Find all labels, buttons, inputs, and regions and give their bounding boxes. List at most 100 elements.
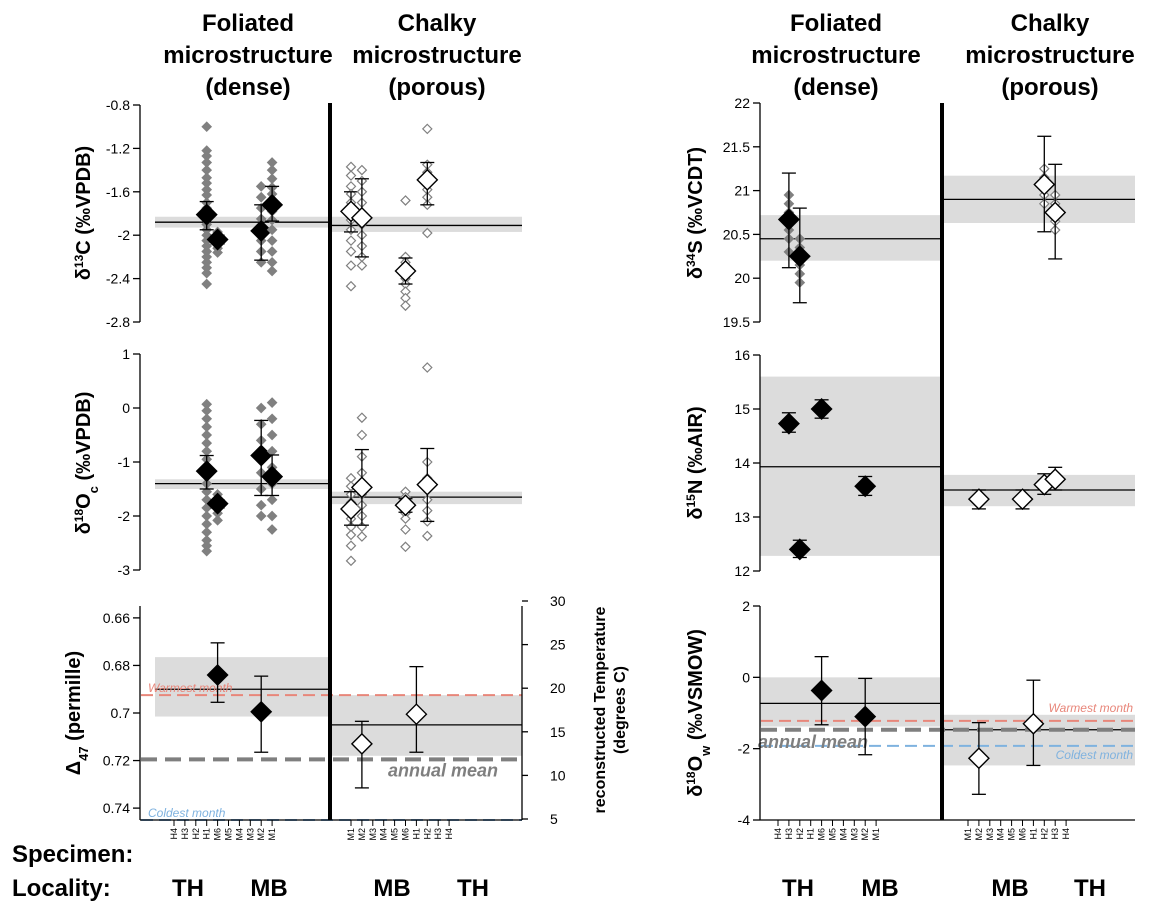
mean-marker [416, 168, 439, 191]
panel-d18Ow: Warmest month Coldest month annual mean 2 0 -… [684, 598, 1135, 841]
mean-marker [777, 412, 800, 435]
y-axis-label: δ13C (‰VPDB) [72, 146, 95, 280]
y-axis-label: δ34S (‰VCDT) [684, 147, 707, 279]
sample-point [266, 524, 278, 535]
specimen-label: H4 [444, 828, 454, 840]
locality-label: TH [1074, 875, 1106, 902]
mean-marker [788, 538, 811, 561]
mean-marker [405, 703, 428, 726]
header-line: microstructure [352, 42, 521, 69]
right-tick-label: 20 [550, 680, 566, 696]
y-tick-label: 20 [734, 270, 750, 286]
y-tick-label: 0 [742, 669, 750, 685]
sample-point [266, 413, 278, 425]
panel-D47: Warmest month Coldest month annual mean 0.6… [63, 593, 629, 841]
sample-point [356, 260, 368, 271]
locality-label: MB [250, 875, 287, 902]
mean-marker [1011, 488, 1034, 511]
mean-marker [350, 206, 373, 229]
header-line: microstructure [965, 42, 1134, 69]
specimen-label: H3 [433, 828, 443, 840]
y-tick-label: -2 [118, 508, 131, 524]
mean-marker [1044, 201, 1067, 224]
sample-point [255, 499, 267, 511]
y-tick-label: -2.8 [106, 314, 130, 330]
sample-point [201, 278, 213, 290]
header-line: microstructure [163, 42, 332, 69]
coldest-month-label: Coldest month [1056, 748, 1134, 762]
specimen-label: H2 [422, 828, 432, 840]
mean-marker [261, 465, 284, 488]
specimen-label: H2 [191, 828, 201, 840]
header-line: microstructure [751, 42, 920, 69]
panel-d15N: 16 15 14 13 12 δ15N (‰AIR) [684, 347, 1135, 579]
annual-mean-label: annual mean [388, 760, 498, 780]
y-tick-label: 19.5 [723, 314, 750, 330]
mean-marker [777, 208, 800, 231]
specimen-label: M1 [963, 828, 973, 841]
mean-marker [206, 228, 229, 251]
sample-point [345, 260, 357, 271]
sample-point [356, 164, 368, 176]
sample-point [212, 247, 223, 258]
specimen-label: M3 [849, 828, 859, 841]
y-tick-label: 16 [734, 347, 750, 363]
sample-point [266, 494, 278, 506]
specimen-label: H3 [784, 828, 794, 840]
locality-label: TH [172, 875, 204, 902]
sample-point [201, 545, 213, 557]
sample-point [421, 530, 433, 542]
sample-point [255, 191, 267, 203]
specimen-label: M4 [996, 828, 1006, 841]
sample-point [345, 280, 357, 292]
sample-point [400, 513, 411, 525]
sample-point [400, 195, 411, 206]
specimen-label: H1 [806, 828, 816, 840]
header-line: Foliated [202, 10, 294, 37]
right-tick-label: 15 [550, 724, 566, 740]
mean-marker [206, 492, 229, 515]
specimen-label: H3 [1050, 828, 1060, 840]
specimen-label: H4 [169, 828, 179, 840]
header-line: Foliated [790, 10, 882, 37]
specimen-label: M2 [256, 828, 266, 841]
mean-marker [1022, 712, 1045, 735]
specimen-label: M2 [357, 828, 367, 841]
uncertainty-band [155, 657, 330, 717]
y-tick-label: 20.5 [723, 226, 750, 242]
sample-point [356, 412, 368, 424]
y-tick-label: 21 [734, 183, 750, 199]
sample-point [255, 510, 267, 522]
y-tick-label: 0.68 [103, 657, 130, 673]
sample-point [266, 235, 278, 246]
sample-point [345, 529, 357, 541]
sample-point [255, 402, 267, 414]
column-header-right-chalky: Chalky microstructure (porous) [965, 10, 1134, 101]
uncertainty-band [760, 677, 942, 727]
y-tick-label: -1.6 [106, 184, 130, 200]
specimen-label: H4 [773, 828, 783, 840]
column-header-left-foliated: Foliated microstructure (dense) [163, 10, 332, 101]
specimen-label: H1 [202, 828, 212, 840]
specimen-label: M3 [985, 828, 995, 841]
coldest-month-label: Coldest month [148, 806, 226, 820]
sample-point [356, 429, 368, 441]
y-tick-label: -2.4 [106, 271, 130, 287]
y-tick-label: 15 [734, 401, 750, 417]
mean-marker [350, 732, 373, 755]
y-tick-label: 2 [742, 598, 750, 614]
header-line: (dense) [205, 74, 290, 101]
y-tick-label: 14 [734, 455, 750, 471]
locality-labels-left: TH MB MB TH [172, 875, 489, 902]
y-axis-label: δ18Ow (‰VSMOW) [684, 629, 713, 797]
y-tick-label: -1 [118, 454, 131, 470]
specimen-row-label: Specimen: [12, 841, 133, 868]
sample-point [266, 265, 278, 277]
warmest-month-label: Warmest month [148, 681, 233, 695]
y-tick-label: -1.2 [106, 140, 130, 156]
specimen-label: M2 [974, 828, 984, 841]
mean-marker [394, 260, 417, 282]
y-axis-label: δ18Oc (‰VPDB) [72, 392, 101, 535]
y-tick-label: 13 [734, 509, 750, 525]
right-tick-label: 5 [550, 811, 558, 827]
